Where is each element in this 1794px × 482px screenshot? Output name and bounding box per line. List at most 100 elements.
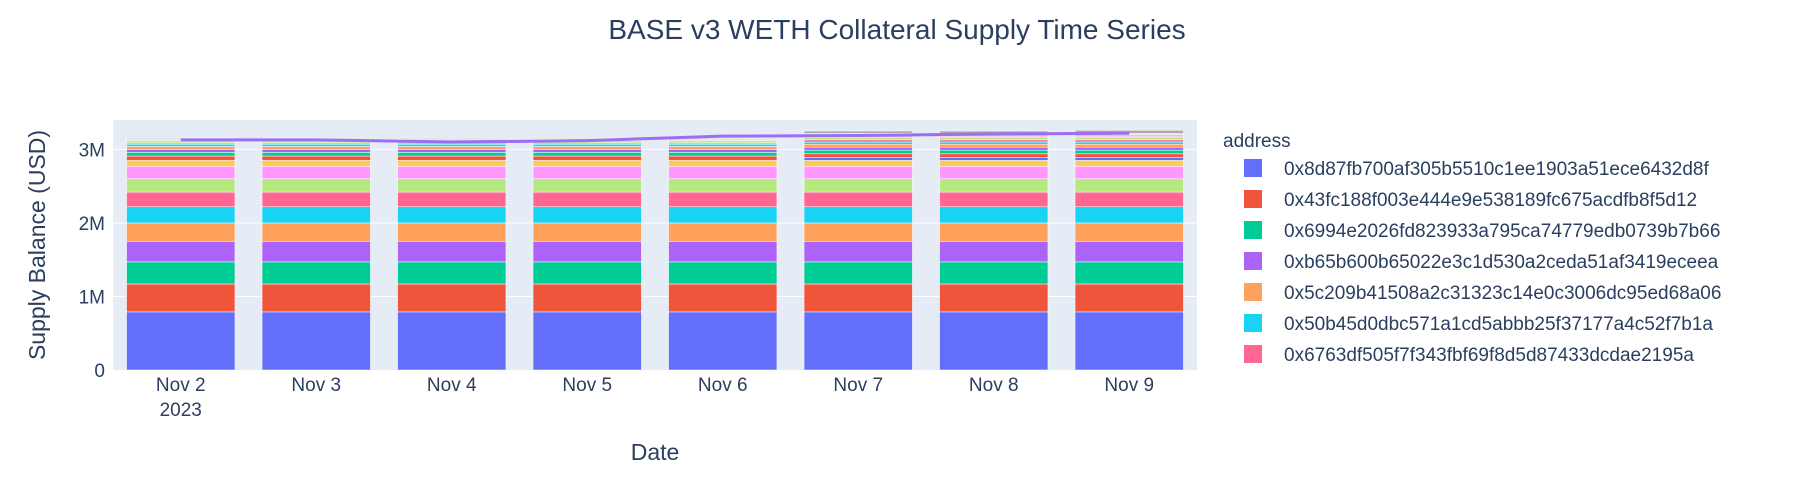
bar-segment: [397, 146, 507, 150]
x-tick-label: Nov 7: [833, 375, 883, 396]
bars-layer: [126, 130, 1184, 371]
legend-item-label: 0x8d87fb700af305b5510c1ee1903a51ece6432d…: [1284, 159, 1709, 180]
bar-segment: [803, 141, 913, 145]
bar-segment: [397, 191, 507, 208]
bar-segment: [939, 160, 1049, 167]
bar-segment: [126, 178, 236, 193]
legend-item-label: 0x6763df505f7f343fbf69f8d5d87433dcdae219…: [1284, 345, 1694, 366]
bar-segment: [261, 166, 371, 180]
bar-segment: [668, 311, 778, 371]
bar-segment: [939, 178, 1049, 193]
bar-segment: [939, 222, 1049, 242]
bar-segment: [1074, 166, 1184, 180]
bar-segment: [1074, 149, 1184, 155]
bar-segment: [668, 152, 778, 157]
bar-segment: [126, 191, 236, 208]
bar-segment: [126, 241, 236, 263]
bar-segment: [803, 139, 913, 143]
bar-segment: [939, 144, 1049, 148]
bar-segment: [397, 261, 507, 285]
bar-segment: [668, 160, 778, 167]
bar-segment: [1074, 139, 1184, 143]
y-axis-title: Supply Balance (USD): [24, 130, 50, 360]
bar-segment: [1074, 137, 1184, 141]
bar-segment: [126, 155, 236, 161]
bar-segment: [668, 141, 778, 145]
y-tick-label: 0: [94, 361, 105, 382]
bar-segment: [939, 283, 1049, 313]
bar-segment: [261, 155, 371, 161]
bar-segment: [261, 178, 371, 193]
bar-segment: [397, 138, 507, 140]
bar-segment: [126, 149, 236, 153]
bar-segment: [803, 137, 913, 141]
bar-segment: [939, 146, 1049, 151]
bar-segment: [532, 166, 642, 180]
bar-segment: [1074, 160, 1184, 167]
bar-segment: [1074, 311, 1184, 371]
bar-segment: [532, 222, 642, 242]
legend-swatch: [1244, 283, 1262, 301]
bar-segment: [532, 149, 642, 153]
bar-segment: [532, 206, 642, 224]
legend-item-label: 0x6994e2026fd823933a795ca74779edb0739b7b…: [1284, 221, 1720, 242]
bar-segment: [668, 191, 778, 208]
bar-segment: [668, 283, 778, 313]
bar-segment: [532, 241, 642, 263]
x-tick-label: Nov 4: [427, 375, 477, 396]
legend-item-label: 0x5c209b41508a2c31323c14e0c3006dc95ed68a…: [1284, 283, 1721, 304]
bar-segment: [803, 206, 913, 224]
bar-segment: [261, 141, 371, 145]
bar-segment: [803, 261, 913, 285]
bar-segment: [126, 152, 236, 157]
x-tick-label: Nov 5: [562, 375, 612, 396]
bar-segment: [532, 160, 642, 167]
bar-segment: [126, 141, 236, 145]
chart-title: BASE v3 WETH Collateral Supply Time Seri…: [608, 14, 1186, 45]
bar-segment: [1074, 178, 1184, 193]
bar-segment: [668, 146, 778, 150]
bar-segment: [532, 178, 642, 193]
legend-title: address: [1223, 131, 1291, 152]
legend-swatch: [1244, 159, 1262, 177]
bar-segment: [532, 146, 642, 150]
bar-segment: [126, 160, 236, 167]
bar-segment: [397, 206, 507, 224]
bar-segment: [668, 178, 778, 193]
x-ticks: Nov 2 Nov 3 Nov 4 Nov 5 Nov 6 Nov 7 Nov 8 Nov 9…: [156, 375, 1154, 421]
legend-swatch: [1244, 314, 1262, 332]
x-tick-label: Nov 3: [291, 375, 341, 396]
bar-segment: [668, 241, 778, 263]
bar-segment: [126, 144, 236, 147]
legend-item-label: 0x43fc188f003e444e9e538189fc675acdfb8f5d…: [1284, 190, 1697, 211]
bar-segment: [939, 166, 1049, 180]
bar-segment: [803, 149, 913, 155]
bar-segment: [939, 157, 1049, 161]
bar-segment: [261, 149, 371, 153]
bar-segment: [397, 178, 507, 193]
x-axis-title: Date: [631, 439, 680, 465]
bar-segment: [261, 222, 371, 242]
bar-segment: [532, 152, 642, 157]
bar-segment: [1074, 222, 1184, 242]
bar-segment: [397, 166, 507, 180]
bar-segment: [397, 155, 507, 161]
bar-segment: [126, 261, 236, 285]
bar-segment: [397, 144, 507, 147]
bar-segment: [1074, 261, 1184, 285]
legend-item-label: 0x50b45d0dbc571a1cd5abbb25f37177a4c52f7b…: [1284, 314, 1713, 335]
x-tick-year-label: 2023: [160, 400, 202, 421]
bar-segment: [261, 191, 371, 208]
bar-segment: [939, 141, 1049, 145]
bar-segment: [668, 166, 778, 180]
legend-swatch: [1244, 252, 1262, 270]
bar-segment: [126, 283, 236, 313]
bar-segment: [803, 146, 913, 151]
x-tick-label: Nov 6: [698, 375, 748, 396]
bar-segment: [397, 241, 507, 263]
bar-segment: [803, 157, 913, 161]
bar-segment: [532, 191, 642, 208]
bar-segment: [1074, 144, 1184, 148]
